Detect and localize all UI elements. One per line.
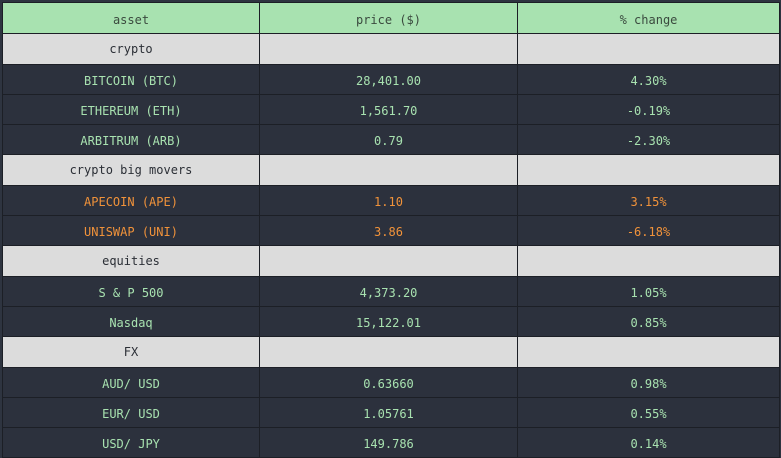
price-cell: 1,561.70 [259, 94, 518, 125]
price-cell: 1.05761 [259, 397, 518, 428]
section-row-crypto: crypto [2, 33, 780, 65]
asset-cell: BITCOIN (BTC) [2, 64, 260, 95]
change-cell: 1.05% [517, 276, 780, 307]
table-row: USD/ JPY 149.786 0.14% [2, 427, 780, 458]
table-row: ETHEREUM (ETH) 1,561.70 -0.19% [2, 94, 780, 125]
change-cell: 0.55% [517, 397, 780, 428]
section-empty-cell [517, 336, 780, 368]
price-cell: 28,401.00 [259, 64, 518, 95]
asset-cell: Nasdaq [2, 306, 260, 337]
asset-cell: APECOIN (APE) [2, 185, 260, 216]
change-cell: 0.98% [517, 367, 780, 398]
price-cell: 4,373.20 [259, 276, 518, 307]
column-header-asset: asset [2, 2, 260, 34]
section-row-equities: equities [2, 245, 780, 277]
asset-cell: S & P 500 [2, 276, 260, 307]
table-row: BITCOIN (BTC) 28,401.00 4.30% [2, 64, 780, 95]
section-label: FX [2, 336, 260, 368]
price-cell: 149.786 [259, 427, 518, 458]
change-cell: -6.18% [517, 215, 780, 246]
section-empty-cell [517, 33, 780, 65]
header-row: asset price ($) % change [2, 2, 780, 34]
table-row: APECOIN (APE) 1.10 3.15% [2, 185, 780, 216]
asset-cell: EUR/ USD [2, 397, 260, 428]
price-cell: 3.86 [259, 215, 518, 246]
change-cell: 0.85% [517, 306, 780, 337]
asset-cell: ARBITRUM (ARB) [2, 124, 260, 155]
change-cell: -2.30% [517, 124, 780, 155]
section-label: equities [2, 245, 260, 277]
asset-cell: AUD/ USD [2, 367, 260, 398]
section-empty-cell [259, 33, 518, 65]
column-header-price: price ($) [259, 2, 518, 34]
section-row-crypto-big-movers: crypto big movers [2, 154, 780, 186]
section-empty-cell [259, 154, 518, 186]
section-row-fx: FX [2, 336, 780, 368]
section-label: crypto [2, 33, 260, 65]
price-cell: 1.10 [259, 185, 518, 216]
change-cell: 0.14% [517, 427, 780, 458]
asset-cell: ETHEREUM (ETH) [2, 94, 260, 125]
price-cell: 0.63660 [259, 367, 518, 398]
table-row: S & P 500 4,373.20 1.05% [2, 276, 780, 307]
table-row: Nasdaq 15,122.01 0.85% [2, 306, 780, 337]
column-header-change: % change [517, 2, 780, 34]
asset-cell: UNISWAP (UNI) [2, 215, 260, 246]
section-empty-cell [517, 154, 780, 186]
asset-cell: USD/ JPY [2, 427, 260, 458]
section-empty-cell [517, 245, 780, 277]
table-row: UNISWAP (UNI) 3.86 -6.18% [2, 215, 780, 246]
change-cell: 4.30% [517, 64, 780, 95]
change-cell: -0.19% [517, 94, 780, 125]
change-cell: 3.15% [517, 185, 780, 216]
price-cell: 0.79 [259, 124, 518, 155]
table-row: EUR/ USD 1.05761 0.55% [2, 397, 780, 428]
section-empty-cell [259, 336, 518, 368]
table-row: ARBITRUM (ARB) 0.79 -2.30% [2, 124, 780, 155]
table-row: AUD/ USD 0.63660 0.98% [2, 367, 780, 398]
section-label: crypto big movers [2, 154, 260, 186]
price-cell: 15,122.01 [259, 306, 518, 337]
section-empty-cell [259, 245, 518, 277]
